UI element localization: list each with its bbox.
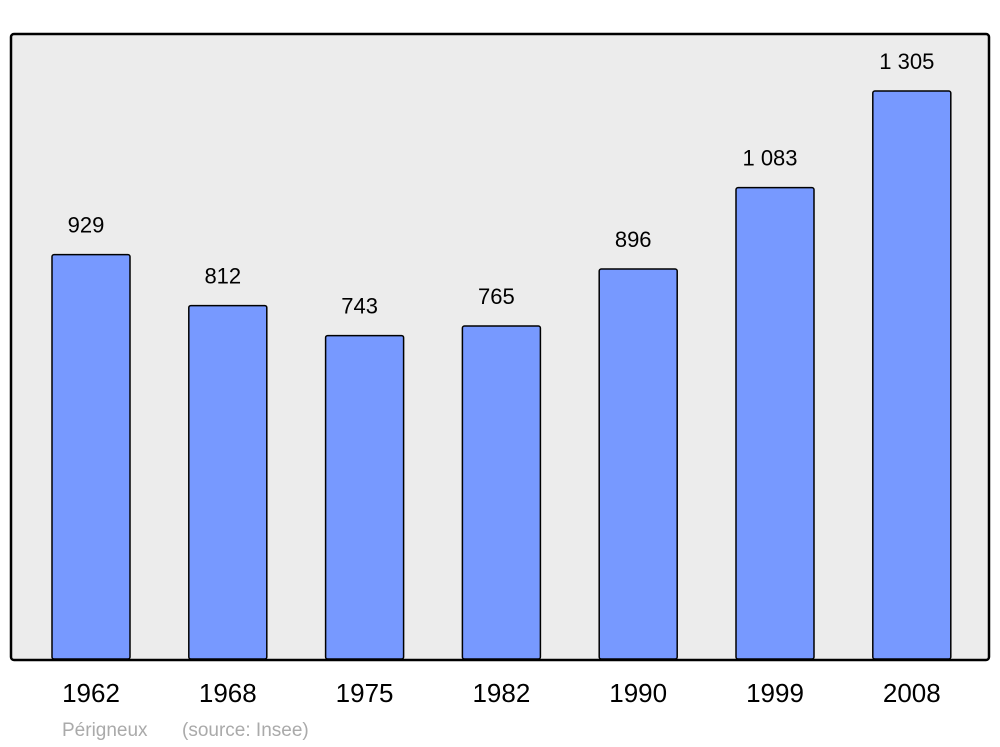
source: (source: Insee) — [182, 720, 309, 741]
bar — [872, 90, 952, 660]
bar — [324, 334, 405, 660]
x-tick-label: 1999 — [746, 678, 804, 708]
x-tick-label: 2008 — [883, 678, 941, 708]
bar — [51, 253, 131, 660]
value-label: 1 305 — [879, 49, 934, 74]
bar — [735, 186, 815, 660]
value-label: 1 083 — [742, 145, 797, 170]
x-tick-label: 1975 — [336, 678, 394, 708]
x-tick-label: 1962 — [62, 678, 120, 708]
caption: Périgneux — [62, 720, 148, 741]
bar — [461, 325, 542, 660]
x-tick-label: 1990 — [609, 678, 667, 708]
value-label: 743 — [341, 293, 378, 318]
value-label: 896 — [615, 227, 652, 252]
value-label: 765 — [478, 284, 515, 309]
x-tick-label: 1982 — [472, 678, 530, 708]
value-label: 812 — [204, 263, 241, 288]
x-tick-label: 1968 — [199, 678, 257, 708]
bar — [188, 304, 268, 660]
bar — [598, 268, 678, 660]
value-label: 929 — [68, 212, 105, 237]
